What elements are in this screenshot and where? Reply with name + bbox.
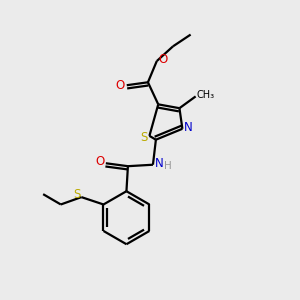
- Text: S: S: [73, 188, 81, 201]
- Text: N: N: [184, 121, 193, 134]
- Text: S: S: [140, 131, 147, 144]
- Text: O: O: [116, 79, 125, 92]
- Text: N: N: [155, 157, 164, 170]
- Text: O: O: [158, 53, 167, 66]
- Text: CH₃: CH₃: [197, 90, 215, 100]
- Text: H: H: [164, 161, 172, 171]
- Text: O: O: [95, 155, 105, 168]
